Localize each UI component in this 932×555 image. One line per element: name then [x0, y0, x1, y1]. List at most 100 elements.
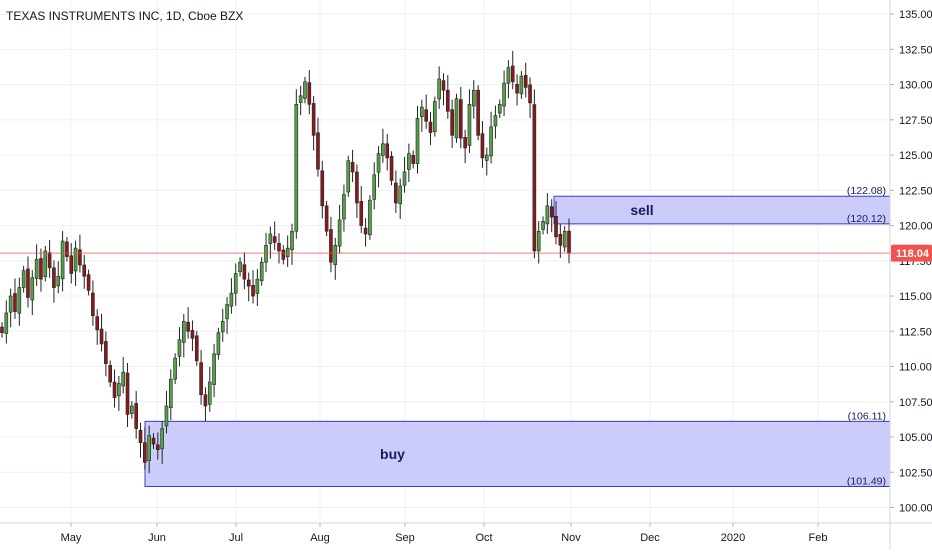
- candle-body: [471, 89, 476, 107]
- candle-body: [13, 293, 17, 312]
- candle-body: [212, 353, 216, 385]
- candle-body: [186, 321, 190, 332]
- candle-body: [177, 339, 182, 357]
- candle-body: [433, 101, 437, 132]
- candle-body: [307, 82, 312, 105]
- candle-body: [290, 230, 294, 251]
- x-tick-label: May: [61, 532, 82, 544]
- candle-body: [0, 326, 4, 333]
- candle-body: [220, 321, 225, 333]
- zone-buy: [144, 420, 891, 487]
- candle-body: [181, 321, 186, 343]
- y-axis: 135.00 132.50 130.00 127.50 125.00 122.50 120.…: [890, 9, 932, 514]
- candle-body: [502, 82, 506, 107]
- zone-top-value: (122.08): [847, 185, 886, 197]
- candle-body: [8, 295, 13, 313]
- candle-body: [329, 229, 333, 263]
- y-tick-label: 100.00: [899, 502, 932, 514]
- x-tick-label: Sep: [395, 532, 415, 544]
- candle-body: [199, 362, 203, 396]
- y-tick-label: 115.00: [899, 291, 932, 303]
- candle-body: [4, 312, 9, 334]
- y-tick-label: 130.00: [899, 80, 932, 92]
- x-tick-label: Dec: [640, 532, 660, 544]
- candle-body: [104, 341, 108, 365]
- candle-body: [34, 259, 39, 279]
- candle-body: [558, 233, 563, 246]
- candle-body: [376, 153, 381, 173]
- candle-body: [203, 394, 208, 407]
- candle-body: [359, 201, 364, 226]
- candle-body: [346, 160, 351, 193]
- candle-body: [43, 250, 48, 277]
- candle-body: [298, 95, 303, 103]
- candle-body: [337, 219, 342, 247]
- y-tick-label: 107.50: [899, 397, 932, 409]
- candle-body: [143, 442, 147, 463]
- candle-body: [86, 274, 91, 291]
- candle-body: [489, 126, 493, 157]
- candle-body: [355, 171, 359, 204]
- candle-body: [130, 405, 134, 414]
- candle-body: [510, 65, 515, 83]
- candle-body: [99, 328, 104, 345]
- candle-body: [372, 174, 377, 200]
- candle-body: [207, 381, 212, 405]
- candle-body: [264, 244, 268, 263]
- candle-body: [549, 206, 554, 218]
- candle-body: [169, 378, 173, 408]
- candle-body: [225, 304, 229, 320]
- candle-body: [117, 383, 121, 397]
- candle-body: [528, 84, 532, 104]
- candle-body: [229, 292, 234, 307]
- candle-body: [272, 236, 277, 243]
- y-tick-label: 105.00: [899, 432, 932, 444]
- x-tick-label: Jun: [148, 532, 166, 544]
- candle-body: [160, 428, 164, 450]
- candle-body: [190, 330, 195, 339]
- candle-body: [420, 106, 424, 118]
- candle-body: [194, 335, 199, 362]
- zone-top-value: (106.11): [848, 410, 886, 422]
- zone-label-sell: sell: [630, 202, 653, 218]
- candles: [0, 50, 571, 474]
- candle-body: [389, 155, 394, 181]
- zones: sell (122.08) (120.12) buy (106.11) (101.49): [144, 185, 891, 487]
- candle-body: [480, 133, 485, 159]
- candle-body: [402, 171, 407, 186]
- candle-body: [394, 182, 398, 204]
- candle-body: [17, 287, 22, 314]
- candle-body: [246, 279, 251, 287]
- candle-body: [134, 403, 138, 429]
- candle-body: [303, 81, 307, 99]
- y-tick-label: 122.50: [899, 185, 932, 197]
- chart-title: TEXAS INSTRUMENTS INC, 1D, Cboe BZX: [6, 9, 243, 23]
- candle-body: [238, 261, 242, 273]
- candle-body: [112, 381, 117, 398]
- y-tick-label: 112.50: [899, 326, 932, 338]
- candle-body: [255, 278, 260, 294]
- zone-label-buy: buy: [380, 446, 405, 462]
- candle-body: [415, 118, 420, 164]
- candle-body: [407, 153, 411, 170]
- candle-body: [108, 365, 113, 383]
- candle-body: [26, 268, 30, 298]
- candle-body: [467, 104, 472, 146]
- x-tick-label: Aug: [310, 532, 330, 544]
- candle-body: [233, 273, 238, 294]
- candle-body: [73, 247, 78, 272]
- candle-body: [156, 444, 160, 450]
- candle-body: [316, 132, 320, 170]
- candle-body: [311, 103, 316, 136]
- last-price-tag: 118.04: [891, 244, 932, 262]
- candle-body: [268, 233, 273, 244]
- candle-body: [320, 170, 325, 207]
- candle-body: [458, 99, 463, 139]
- x-tick-label: 2020: [721, 532, 745, 544]
- candle-body: [411, 155, 415, 164]
- candle-body: [562, 230, 567, 248]
- candle-body: [446, 89, 450, 112]
- candle-body: [285, 247, 290, 258]
